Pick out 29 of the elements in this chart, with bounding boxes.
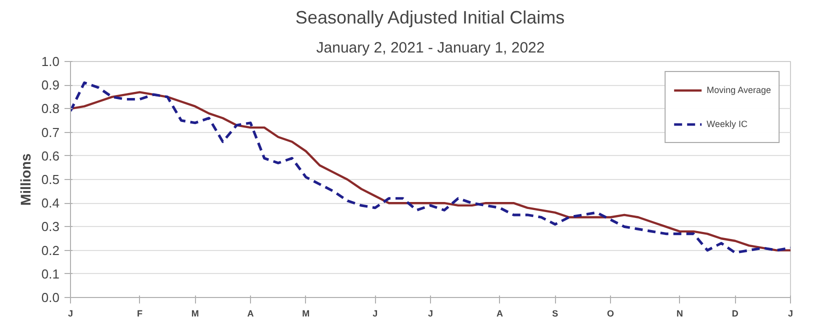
x-tick-label: A <box>247 308 254 318</box>
chart-title: Seasonally Adjusted Initial Claims <box>295 8 565 28</box>
x-tick-label: A <box>496 308 504 318</box>
x-tick-label: D <box>732 308 739 318</box>
x-tick-label: S <box>552 308 558 318</box>
y-tick-label: 0.6 <box>41 148 60 164</box>
y-tick-label: 0.8 <box>41 101 60 116</box>
x-tick-label: J <box>428 308 434 318</box>
x-tick-label: N <box>676 308 683 318</box>
y-tick-label: 0.9 <box>41 78 60 93</box>
x-tick-label: O <box>607 308 614 318</box>
x-tick-label: M <box>302 308 310 318</box>
legend-label: Moving Average <box>706 85 771 95</box>
y-tick-label: 0.0 <box>41 290 60 305</box>
x-tick-label: J <box>788 308 794 318</box>
y-tick-label: 0.7 <box>41 124 60 140</box>
x-tick-label: M <box>191 308 199 318</box>
y-tick-label: 0.4 <box>41 196 60 211</box>
y-tick-label: 0.3 <box>41 219 60 234</box>
x-tick-label: J <box>372 308 378 318</box>
y-tick-label: 0.2 <box>41 242 60 258</box>
x-tick-label: F <box>136 308 143 318</box>
y-tick-label: 1.0 <box>41 54 60 69</box>
legend-label: Weekly IC <box>706 119 748 129</box>
y-tick-label: 0.5 <box>41 172 60 187</box>
chart-subtitle: January 2, 2021 - January 1, 2022 <box>316 40 545 56</box>
y-axis-title: Millions <box>17 153 34 206</box>
x-tick-label: J <box>68 308 74 318</box>
y-tick-label: 0.1 <box>41 266 60 282</box>
